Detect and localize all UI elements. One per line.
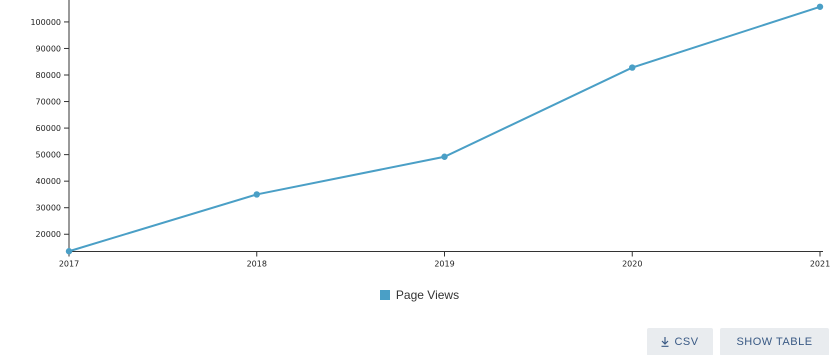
- data-point: [253, 191, 260, 198]
- x-tick-label: 2020: [622, 260, 642, 269]
- y-tick-label: 70000: [36, 98, 61, 107]
- csv-button-label: CSV: [674, 336, 699, 348]
- series-line: [68, 5, 821, 253]
- x-tick-label: 2019: [434, 260, 454, 269]
- chart-legend[interactable]: Page Views: [0, 285, 839, 305]
- y-tick-label: 100000: [30, 18, 61, 27]
- data-point: [816, 3, 824, 10]
- data-point: [629, 64, 636, 71]
- show-table-label: SHOW TABLE: [736, 336, 813, 348]
- y-tick-label: 60000: [36, 124, 61, 133]
- legend-label: Page Views: [395, 288, 460, 302]
- y-tick-label: 80000: [36, 71, 61, 80]
- y-tick-label: 20000: [36, 230, 61, 239]
- data-point: [65, 248, 73, 255]
- line-chart: 20000 30000 40000 50000 60000 70000 80000 90000…: [30, 0, 830, 269]
- y-tick-label: 40000: [36, 177, 61, 186]
- x-tick-label: 2021: [810, 260, 830, 269]
- legend-swatch: [379, 290, 390, 300]
- y-tick-label: 50000: [36, 151, 61, 160]
- show-table-button[interactable]: SHOW TABLE: [720, 328, 829, 355]
- x-tick-label: 2017: [59, 260, 79, 269]
- data-point: [441, 153, 448, 160]
- download-icon: [661, 337, 669, 347]
- x-tick-label: 2018: [247, 260, 267, 269]
- y-tick-label: 90000: [36, 44, 61, 53]
- csv-download-button[interactable]: CSV: [647, 328, 713, 355]
- y-tick-label: 30000: [36, 204, 61, 213]
